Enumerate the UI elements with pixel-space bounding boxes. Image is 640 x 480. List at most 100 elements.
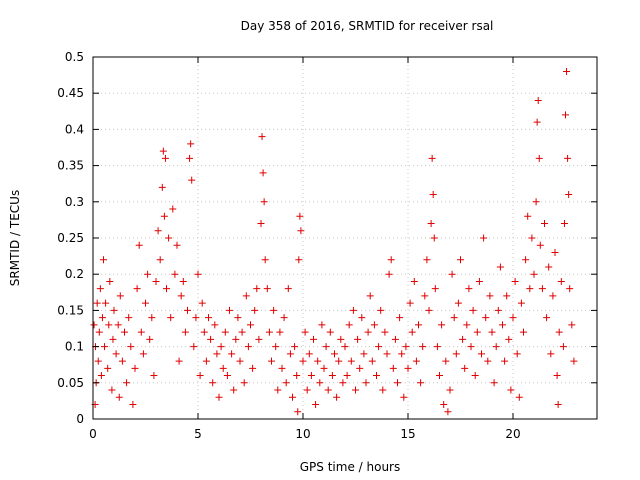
data-point xyxy=(394,379,401,387)
data-point xyxy=(169,205,177,213)
data-point xyxy=(114,321,122,329)
data-point xyxy=(505,335,513,343)
data-point xyxy=(423,256,431,264)
data-point xyxy=(175,357,183,365)
data-point xyxy=(387,256,395,264)
data-point xyxy=(142,299,149,307)
data-point xyxy=(148,314,156,322)
data-point xyxy=(106,277,114,285)
data-point xyxy=(551,248,559,256)
data-point xyxy=(230,386,238,394)
data-point xyxy=(184,306,191,314)
data-point xyxy=(417,379,425,387)
data-point xyxy=(152,277,160,285)
data-point xyxy=(530,270,538,278)
data-point xyxy=(310,335,317,343)
data-point xyxy=(109,335,117,343)
data-point xyxy=(278,364,286,372)
data-point xyxy=(253,285,261,293)
data-point xyxy=(341,343,349,351)
data-point xyxy=(511,277,519,285)
data-point xyxy=(139,350,147,358)
data-point xyxy=(362,379,370,387)
data-point xyxy=(429,191,437,199)
data-point xyxy=(553,372,561,380)
data-point xyxy=(467,343,475,351)
data-point xyxy=(297,227,305,235)
data-point xyxy=(328,372,336,380)
data-point xyxy=(496,263,504,271)
grid-lines xyxy=(93,57,597,419)
data-point xyxy=(517,299,525,307)
data-point xyxy=(457,256,464,264)
data-point xyxy=(383,350,391,358)
tick-labels: 0 5 10 15 20 0 0.05 0.1 0.15 0.2 0.25 0.3 0.35 0.4 0.4… xyxy=(57,50,520,441)
data-point xyxy=(547,350,555,358)
data-point xyxy=(188,176,196,184)
y-tick-label: 0 xyxy=(76,412,84,426)
data-point xyxy=(415,321,422,329)
x-tick-label: 10 xyxy=(295,427,310,441)
data-point xyxy=(305,350,313,358)
data-point xyxy=(123,379,131,387)
axis-ticks xyxy=(92,56,597,420)
data-point xyxy=(223,372,231,380)
data-point xyxy=(265,328,273,336)
data-point xyxy=(133,285,141,293)
data-point xyxy=(532,198,540,206)
data-point xyxy=(503,292,511,300)
data-point xyxy=(213,350,221,358)
data-point xyxy=(280,314,288,322)
data-point xyxy=(215,393,223,401)
data-point xyxy=(322,343,330,351)
data-point xyxy=(260,198,268,206)
data-point xyxy=(469,306,477,314)
data-point xyxy=(154,227,162,235)
data-point xyxy=(381,328,389,336)
data-point xyxy=(492,343,500,351)
data-point xyxy=(318,321,326,329)
data-point xyxy=(410,277,418,285)
data-point xyxy=(522,256,530,264)
data-point xyxy=(398,350,406,358)
data-point xyxy=(436,372,443,380)
data-point xyxy=(94,357,102,365)
data-point xyxy=(200,328,208,336)
data-point xyxy=(562,111,569,119)
data-point xyxy=(352,386,359,394)
data-point xyxy=(482,314,490,322)
data-point xyxy=(564,154,572,162)
data-point xyxy=(452,350,460,358)
data-point xyxy=(137,328,145,336)
data-point xyxy=(541,220,548,228)
data-point xyxy=(535,154,543,162)
data-point xyxy=(93,299,101,307)
data-point xyxy=(102,299,110,307)
data-point xyxy=(528,234,536,242)
data-point xyxy=(488,328,496,336)
data-point xyxy=(560,220,568,228)
data-point xyxy=(360,350,368,358)
data-point xyxy=(125,314,133,322)
data-point xyxy=(268,357,275,365)
data-point xyxy=(379,386,387,394)
data-point xyxy=(205,314,212,322)
data-point xyxy=(568,321,576,329)
data-point xyxy=(196,372,204,380)
data-point xyxy=(463,321,471,329)
data-point xyxy=(446,386,454,394)
data-point xyxy=(430,234,438,242)
data-point xyxy=(559,343,567,351)
data-point xyxy=(337,335,345,343)
data-point xyxy=(156,256,164,264)
data-point xyxy=(121,328,128,336)
data-point xyxy=(421,292,429,300)
data-point xyxy=(356,364,364,372)
y-tick-label: 0.5 xyxy=(65,50,84,64)
data-point xyxy=(179,277,187,285)
data-point xyxy=(368,357,376,365)
data-point xyxy=(545,263,553,271)
data-point xyxy=(263,285,271,293)
data-point xyxy=(105,321,113,329)
